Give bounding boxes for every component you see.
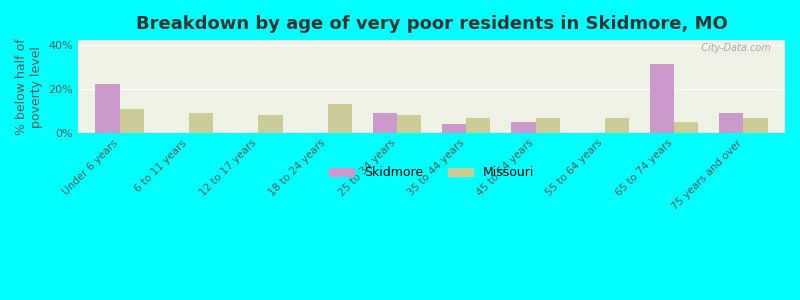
Legend: Skidmore, Missouri: Skidmore, Missouri [324, 161, 539, 184]
Bar [466, 118, 490, 133]
Bar [674, 122, 698, 133]
Bar [442, 124, 466, 133]
Bar [743, 118, 768, 133]
Bar [328, 104, 352, 133]
Bar [120, 109, 144, 133]
Bar [650, 64, 674, 133]
Title: Breakdown by age of very poor residents in Skidmore, MO: Breakdown by age of very poor residents … [136, 15, 727, 33]
Bar [397, 115, 421, 133]
Bar [258, 115, 282, 133]
Text: City-Data.com: City-Data.com [695, 43, 771, 53]
Bar [189, 113, 214, 133]
Bar [511, 122, 535, 133]
Bar [605, 118, 629, 133]
Y-axis label: % below half of
poverty level: % below half of poverty level [15, 38, 43, 135]
Bar [95, 84, 120, 133]
Bar [719, 113, 743, 133]
Bar [373, 113, 397, 133]
Bar [535, 118, 560, 133]
